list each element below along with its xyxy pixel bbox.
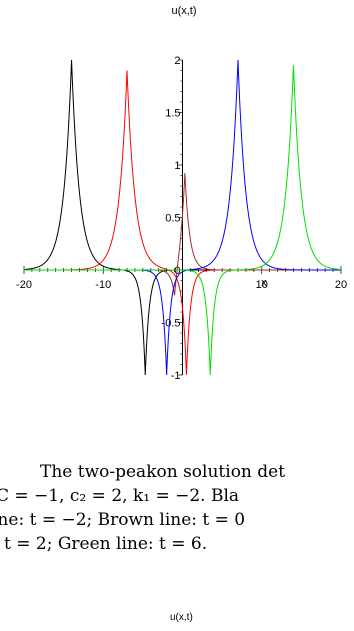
- y-tick-label: 0.5: [165, 213, 180, 225]
- x-tick-label: 10: [256, 279, 268, 291]
- next-figure-title: u(x,t): [170, 612, 193, 623]
- x-tick-label: -10: [95, 279, 111, 291]
- y-tick-label: 1.5: [165, 108, 180, 120]
- figure-caption: The two-peakon solution det C = −1, c₂ =…: [0, 460, 354, 556]
- caption-line-4: t = 2; Green line: t = 6.: [4, 534, 208, 554]
- caption-line-3: ine: t = −2; Brown line: t = 0: [0, 510, 246, 530]
- x-tick-label: -20: [16, 279, 32, 291]
- x-tick-label: 20: [335, 279, 347, 291]
- y-tick-label: 1: [174, 160, 180, 172]
- y-tick-label: 2: [174, 55, 180, 67]
- y-tick-label: -1: [171, 370, 181, 382]
- caption-line-1: The two-peakon solution det: [40, 462, 286, 482]
- x-axis-label: x: [261, 277, 267, 289]
- two-peakon-chart: u(x,t) -20 -10 10 20-1-0.500.511.52 x: [16, 5, 347, 382]
- y-tick-label: -0.5: [162, 318, 181, 330]
- chart-title: u(x,t): [171, 5, 196, 17]
- series-line-5: [24, 65, 342, 376]
- chart-axes: -20 -10 10 20-1-0.500.511.52: [16, 55, 347, 382]
- chart-series: [23, 59, 342, 376]
- caption-line-2: C = −1, c₂ = 2, k₁ = −2. Bla: [0, 486, 240, 506]
